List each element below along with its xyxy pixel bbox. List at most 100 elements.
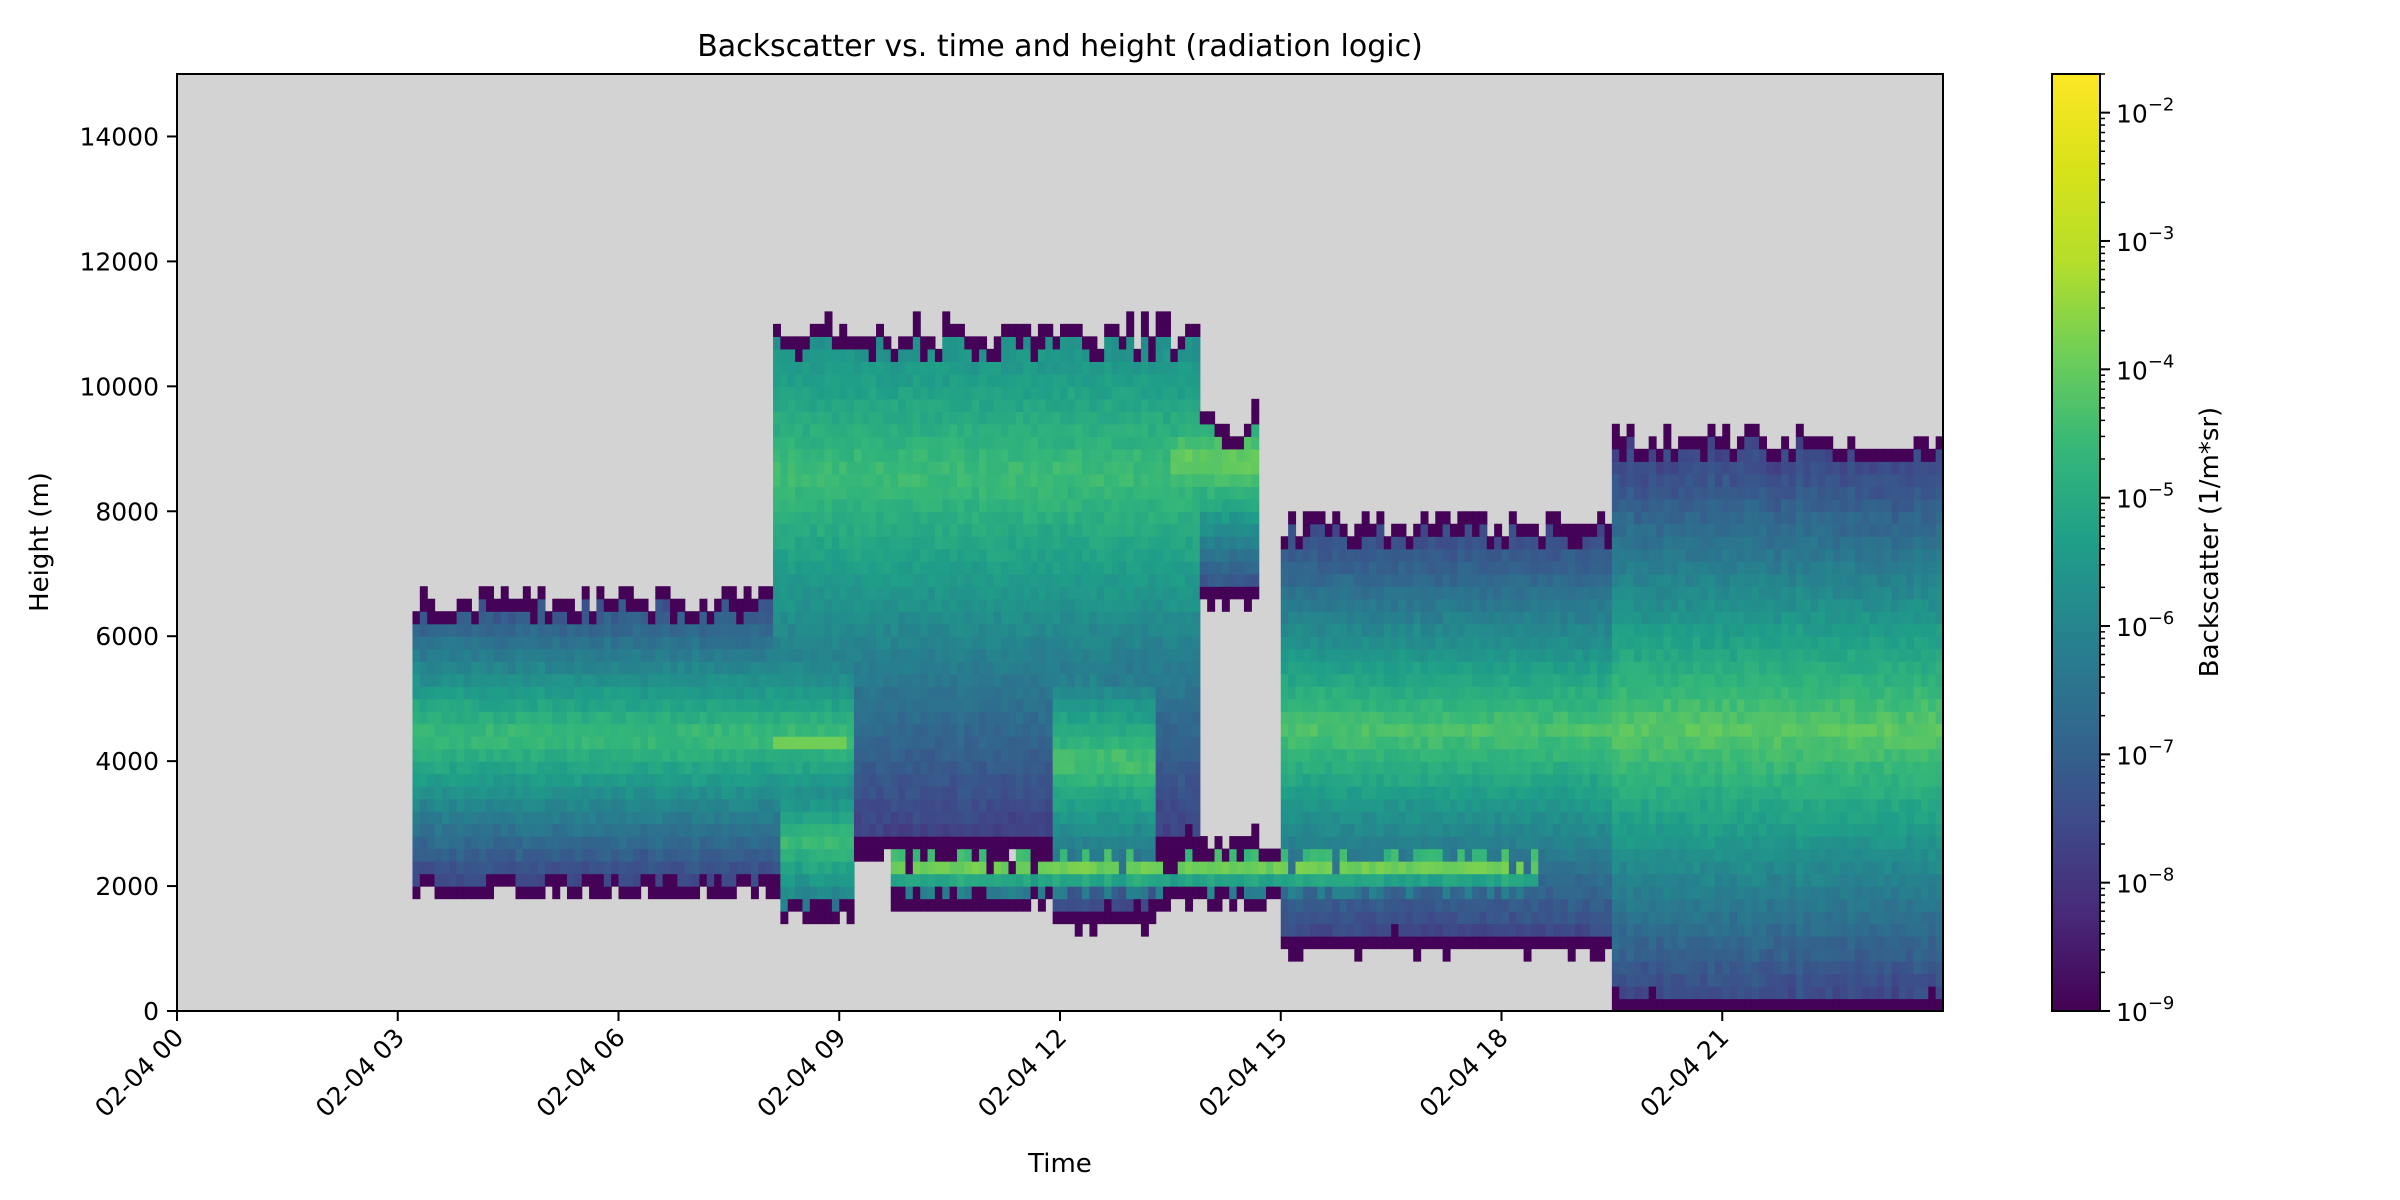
heatmap-cell <box>927 873 936 887</box>
heatmap-cell <box>1420 736 1429 750</box>
heatmap-cell <box>508 723 517 737</box>
heatmap-cell <box>1383 561 1392 575</box>
heatmap-cell <box>824 561 833 575</box>
heatmap-cell <box>449 823 458 837</box>
heatmap-cell <box>1214 536 1223 550</box>
heatmap-cell <box>1199 861 1208 875</box>
heatmap-cell <box>1479 823 1488 837</box>
heatmap-cell <box>1060 361 1068 375</box>
heatmap-cell <box>1111 448 1120 462</box>
heatmap-cell <box>979 661 988 675</box>
heatmap-cell <box>1354 848 1363 862</box>
heatmap-cell <box>500 848 509 862</box>
heatmap-cell <box>1104 886 1113 900</box>
heatmap-cell <box>603 836 612 850</box>
heatmap-cell <box>824 736 833 750</box>
heatmap-cell <box>1361 548 1370 562</box>
heatmap-cell <box>1037 611 1046 625</box>
heatmap-cell <box>508 848 517 862</box>
heatmap-cell <box>1317 923 1326 937</box>
heatmap-cell <box>795 498 804 512</box>
heatmap-cell <box>1332 923 1341 937</box>
heatmap-cell <box>1383 723 1392 737</box>
heatmap-cell <box>1023 361 1032 375</box>
heatmap-cell <box>809 748 818 762</box>
heatmap-cell <box>1442 636 1451 650</box>
heatmap-cell <box>934 561 943 575</box>
heatmap-cell <box>537 748 546 762</box>
heatmap-cell <box>508 598 517 612</box>
heatmap-cell <box>1383 748 1392 762</box>
heatmap-cell <box>1163 886 1171 900</box>
heatmap-cell <box>1332 898 1341 912</box>
heatmap-cell <box>1111 561 1120 575</box>
heatmap-cell <box>1126 748 1135 762</box>
heatmap-cell <box>743 611 752 625</box>
heatmap-cell <box>1001 561 1010 575</box>
heatmap-cell <box>1214 486 1223 500</box>
heatmap-cell <box>544 673 553 687</box>
heatmap-cell <box>1082 361 1091 375</box>
heatmap-cell <box>1420 936 1429 950</box>
heatmap-cell <box>824 723 833 737</box>
heatmap-cell <box>596 773 605 787</box>
heatmap-cell <box>728 748 737 762</box>
heatmap-cell <box>1037 323 1046 337</box>
heatmap-cell <box>765 811 774 825</box>
heatmap-cell <box>1199 461 1208 475</box>
heatmap-cell <box>1030 648 1039 662</box>
heatmap-cell <box>758 798 767 812</box>
heatmap-cell <box>1052 461 1061 475</box>
heatmap-cell <box>1111 598 1120 612</box>
heatmap-cell <box>1170 711 1179 725</box>
heatmap-cell <box>699 748 708 762</box>
heatmap-cell <box>625 723 634 737</box>
heatmap-cell <box>824 798 833 812</box>
heatmap-cell <box>956 886 965 900</box>
heatmap-cell <box>699 598 708 612</box>
heatmap-cell <box>1229 886 1238 900</box>
heatmap-cell <box>1089 836 1098 850</box>
heatmap-cell <box>809 761 818 775</box>
heatmap-cell <box>1295 948 1304 962</box>
heatmap-cell <box>1118 711 1127 725</box>
heatmap-cell <box>824 498 833 512</box>
heatmap-cell <box>1163 648 1171 662</box>
heatmap-cell <box>471 673 480 687</box>
heatmap-cell <box>1074 761 1083 775</box>
heatmap-cell <box>1060 411 1068 425</box>
heatmap-cell <box>1442 611 1451 625</box>
heatmap-cell <box>920 511 929 525</box>
heatmap-cell <box>1346 923 1355 937</box>
heatmap-cell <box>1089 686 1098 700</box>
heatmap-cell <box>927 798 936 812</box>
heatmap-cell <box>419 848 428 862</box>
heatmap-cell <box>1317 573 1326 587</box>
heatmap-cell <box>898 648 907 662</box>
heatmap-cell <box>1288 911 1297 925</box>
heatmap-cell <box>1140 361 1149 375</box>
heatmap-cell <box>898 736 907 750</box>
heatmap-cell <box>1008 336 1017 350</box>
heatmap-cell <box>1111 323 1120 337</box>
heatmap-cell <box>1243 548 1252 562</box>
heatmap-cell <box>986 823 995 837</box>
heatmap-cell <box>537 623 546 637</box>
heatmap-cell <box>853 823 862 837</box>
heatmap-cell <box>1295 898 1304 912</box>
heatmap-cell <box>795 448 804 462</box>
heatmap-cell <box>1243 836 1252 850</box>
heatmap-cell <box>603 886 612 900</box>
heatmap-cell <box>993 648 1002 662</box>
heatmap-cell <box>1280 698 1289 712</box>
heatmap-cell <box>1104 323 1113 337</box>
heatmap-cell <box>1332 886 1341 900</box>
heatmap-cell <box>1163 348 1171 362</box>
heatmap-cell <box>434 773 443 787</box>
heatmap-cell <box>795 698 804 712</box>
heatmap-cell <box>1030 811 1039 825</box>
heatmap-cell <box>773 586 781 600</box>
heatmap-cell <box>1118 811 1127 825</box>
heatmap-cell <box>1023 823 1032 837</box>
heatmap-cell <box>1221 586 1230 600</box>
